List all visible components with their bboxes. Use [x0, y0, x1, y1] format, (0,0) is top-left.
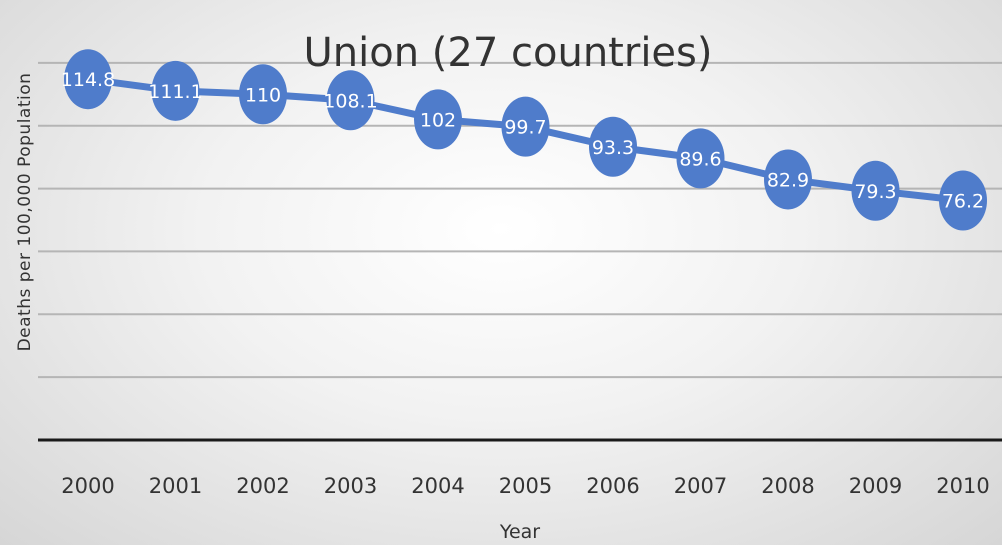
data-point-marker [501, 96, 550, 157]
y-axis-label: Deaths per 100,000 Population [15, 73, 35, 352]
data-point-marker [851, 160, 900, 221]
x-tick-label: 2009 [849, 474, 902, 498]
data-point-marker [764, 149, 812, 210]
x-tick-label: 2004 [411, 474, 464, 498]
data-label: 99.7 [504, 117, 546, 139]
data-label: 110 [245, 84, 281, 106]
data-label: 93.3 [592, 137, 634, 159]
x-tick-label: 2005 [499, 474, 552, 498]
x-axis-label: Year [499, 521, 540, 543]
chart-title-line: Union (27 countries) [304, 30, 713, 76]
data-point-marker [676, 128, 725, 189]
x-tick-label: 2010 [936, 474, 989, 498]
x-tick-label: 2008 [761, 474, 814, 498]
data-label: 114.8 [61, 69, 115, 91]
x-tick-label: 2002 [236, 474, 289, 498]
x-tick-label: 2006 [586, 474, 639, 498]
x-tick-label: 2007 [674, 474, 727, 498]
x-tick-label: 2003 [324, 474, 377, 498]
data-label: 108.1 [323, 90, 377, 112]
data-point-marker [64, 49, 112, 110]
data-point-marker [151, 60, 200, 121]
data-point-marker [939, 170, 987, 231]
data-point-marker [589, 116, 637, 177]
data-label: 102 [420, 109, 456, 131]
data-label: 82.9 [767, 169, 809, 191]
x-tick-label: 2000 [61, 474, 114, 498]
data-point-marker [326, 70, 375, 131]
data-label: 76.2 [942, 191, 984, 213]
data-label: 111.1 [148, 81, 202, 103]
data-label: 89.6 [679, 148, 721, 170]
data-label: 79.3 [854, 181, 896, 203]
x-tick-label: 2001 [149, 474, 202, 498]
data-point-marker [239, 64, 287, 125]
data-point-marker [414, 89, 462, 150]
